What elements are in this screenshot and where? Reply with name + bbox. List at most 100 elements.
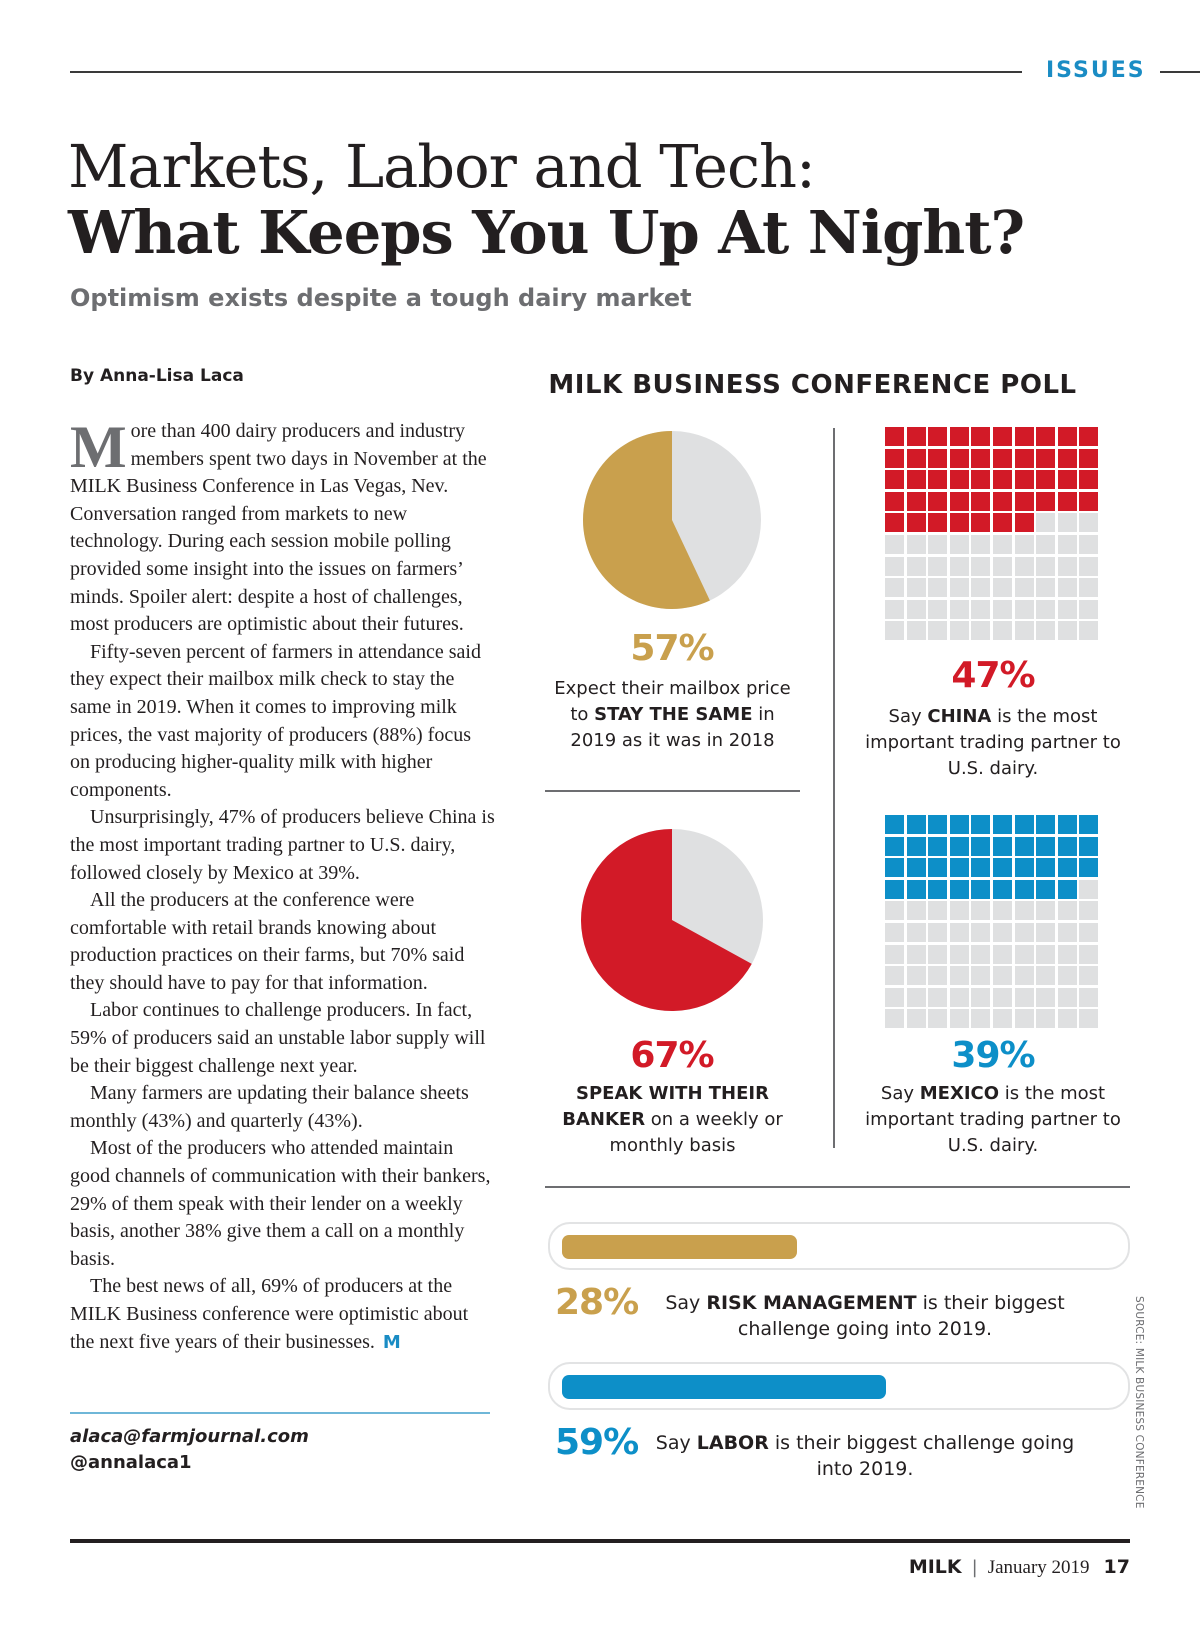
header-rule-left <box>70 71 1022 73</box>
mexico-waffle-empty-cell <box>885 987 904 1007</box>
china-waffle-empty-cell <box>1057 534 1077 554</box>
china-waffle-empty-cell <box>949 556 969 576</box>
mexico-waffle-filled-cell <box>1036 858 1056 878</box>
mexico-waffle-empty-cell <box>928 987 948 1007</box>
china-waffle-filled-cell <box>1014 427 1034 446</box>
author-email-link[interactable]: alaca@farmjournal.com <box>70 1426 309 1447</box>
page-number: 17 <box>1103 1556 1130 1578</box>
china-waffle-filled-cell <box>971 448 991 468</box>
poll-divider-left <box>545 790 800 792</box>
mexico-waffle-filled-cell <box>906 858 926 878</box>
china-waffle-empty-cell <box>1057 556 1077 576</box>
china-waffle-filled-cell <box>928 448 948 468</box>
mexico-waffle-filled-cell <box>1014 836 1034 856</box>
china-waffle-filled-cell <box>1036 427 1056 446</box>
article-paragraph: The best news of all, 69% of producers a… <box>70 1275 469 1353</box>
china-waffle-empty-cell <box>1079 513 1099 533</box>
mexico-waffle-filled-cell <box>1057 858 1077 878</box>
stay-same-percent: 57% <box>630 628 714 669</box>
mexico-waffle-empty-cell <box>992 987 1012 1007</box>
china-waffle-empty-cell <box>1079 556 1099 576</box>
waffle-chart-mexico <box>885 815 1099 1029</box>
mexico-caption: Say MEXICO is the most important trading… <box>865 1083 1121 1156</box>
china-waffle-filled-cell <box>1079 448 1099 468</box>
author-twitter-link[interactable]: @annalaca1 <box>70 1452 192 1473</box>
china-waffle-filled-cell <box>1036 491 1056 511</box>
china-waffle-filled-cell <box>949 470 969 490</box>
mexico-waffle-empty-cell <box>928 1009 948 1029</box>
china-waffle-filled-cell <box>992 513 1012 533</box>
banker-pie-main-slice <box>581 829 752 1011</box>
china-waffle-empty-cell <box>928 534 948 554</box>
mexico-waffle-empty-cell <box>1057 1009 1077 1029</box>
china-waffle-empty-cell <box>971 599 991 619</box>
mexico-waffle-empty-cell <box>992 901 1012 921</box>
mexico-waffle-filled-cell <box>885 858 904 878</box>
china-waffle-filled-cell <box>906 513 926 533</box>
mexico-waffle-filled-cell <box>885 836 904 856</box>
issue-date: January 2019 <box>987 1557 1090 1578</box>
mexico-waffle-empty-cell <box>928 966 948 986</box>
china-waffle-filled-cell <box>928 470 948 490</box>
mexico-waffle-filled-cell <box>949 879 969 899</box>
mexico-waffle-empty-cell <box>885 944 904 964</box>
china-waffle-filled-cell <box>885 448 904 468</box>
mexico-waffle-filled-cell <box>1036 879 1056 899</box>
mexico-waffle-empty-cell <box>885 922 904 942</box>
mexico-waffle-empty-cell <box>1079 879 1099 899</box>
china-waffle-filled-cell <box>906 491 926 511</box>
china-waffle-empty-cell <box>992 621 1012 641</box>
mexico-waffle-filled-cell <box>906 815 926 834</box>
mexico-waffle-filled-cell <box>1014 879 1034 899</box>
mexico-waffle-filled-cell <box>885 815 904 834</box>
china-waffle-empty-cell <box>1036 556 1056 576</box>
article-paragraph: Labor continues to challenge producers. … <box>70 999 486 1077</box>
mexico-waffle-empty-cell <box>928 944 948 964</box>
china-waffle-filled-cell <box>1014 448 1034 468</box>
mexico-waffle-filled-cell <box>1036 815 1056 834</box>
footer-separator: | <box>971 1557 978 1578</box>
labor-bar-track <box>548 1362 1130 1410</box>
mexico-waffle-empty-cell <box>906 901 926 921</box>
risk-bar-fill <box>562 1235 798 1259</box>
mexico-waffle-filled-cell <box>971 836 991 856</box>
china-waffle-empty-cell <box>1014 578 1034 598</box>
mexico-waffle-empty-cell <box>1079 987 1099 1007</box>
china-waffle-empty-cell <box>906 621 926 641</box>
china-waffle-filled-cell <box>1014 491 1034 511</box>
mexico-waffle-filled-cell <box>1079 858 1099 878</box>
china-waffle-filled-cell <box>1036 470 1056 490</box>
mexico-waffle-filled-cell <box>992 836 1012 856</box>
article-paragraph: Most of the producers who attended maint… <box>70 1137 491 1270</box>
china-waffle-empty-cell <box>971 621 991 641</box>
mexico-waffle-filled-cell <box>971 879 991 899</box>
china-waffle-empty-cell <box>1057 513 1077 533</box>
article-paragraph: Many farmers are updating their balance … <box>70 1082 469 1132</box>
china-waffle-empty-cell <box>928 599 948 619</box>
mexico-waffle-empty-cell <box>971 944 991 964</box>
mexico-waffle-empty-cell <box>971 987 991 1007</box>
china-waffle-empty-cell <box>906 534 926 554</box>
mexico-waffle-empty-cell <box>1079 1009 1099 1029</box>
mexico-waffle-filled-cell <box>949 815 969 834</box>
china-waffle-filled-cell <box>906 427 926 446</box>
mexico-waffle-empty-cell <box>949 922 969 942</box>
china-waffle-empty-cell <box>1036 599 1056 619</box>
mexico-waffle-empty-cell <box>906 1009 926 1029</box>
mexico-waffle-empty-cell <box>971 966 991 986</box>
mexico-waffle-empty-cell <box>885 1009 904 1029</box>
mexico-waffle-filled-cell <box>971 858 991 878</box>
china-waffle-empty-cell <box>1014 599 1034 619</box>
stay-same-caption: Expect their mailbox price to STAY THE S… <box>554 678 791 751</box>
mexico-waffle-empty-cell <box>906 966 926 986</box>
china-caption: Say CHINA is the most important trading … <box>865 706 1121 779</box>
mexico-waffle-filled-cell <box>1057 836 1077 856</box>
mexico-waffle-empty-cell <box>906 944 926 964</box>
mexico-waffle-empty-cell <box>1057 922 1077 942</box>
china-waffle-filled-cell <box>1014 513 1034 533</box>
mexico-waffle-empty-cell <box>1036 901 1056 921</box>
china-waffle-empty-cell <box>1036 513 1056 533</box>
china-waffle-empty-cell <box>1036 534 1056 554</box>
risk-percent: 28% <box>555 1282 639 1323</box>
